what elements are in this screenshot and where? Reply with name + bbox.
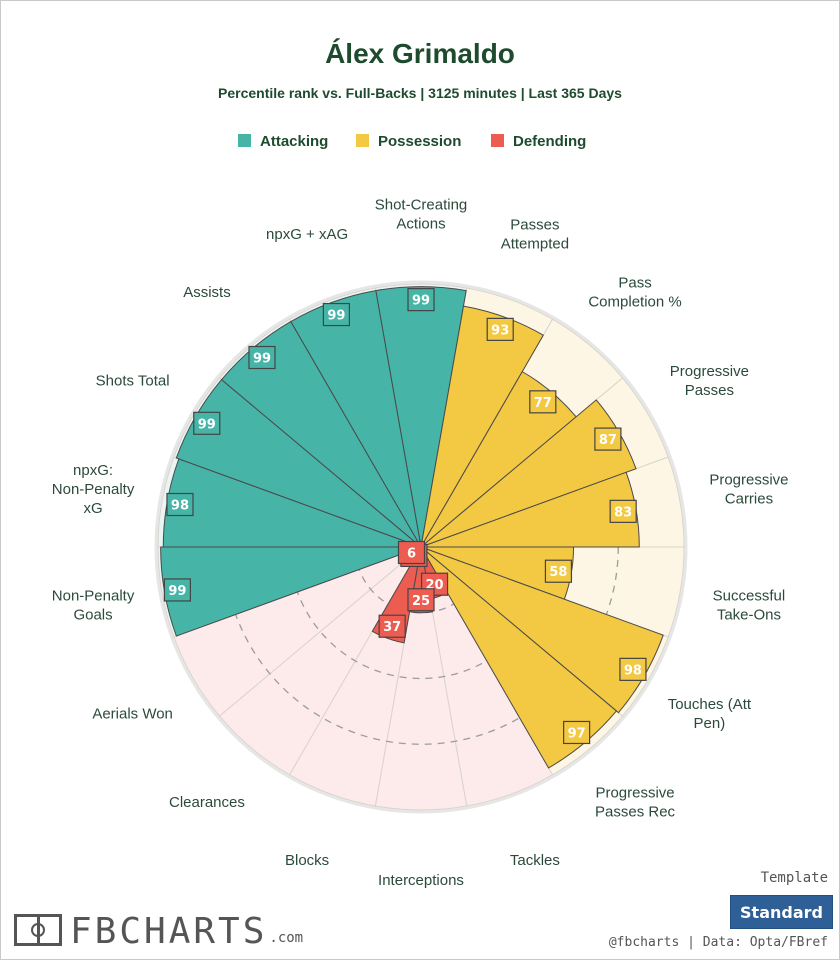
category-label-shots-total: Shots Total xyxy=(96,373,170,390)
value-badge-blocks: 37 xyxy=(378,614,406,638)
category-label-shot-creating-actions: Shot-Creating Actions xyxy=(375,197,468,233)
legend-swatch-attacking xyxy=(238,134,251,147)
value-badge-non-penalty-goals: 99 xyxy=(163,578,191,602)
value-badge-box xyxy=(193,411,221,435)
value-badge-npxg-xag: 99 xyxy=(322,302,350,327)
value-badge-successful-take-ons: 58 xyxy=(544,559,573,583)
category-label-passes-attempted: Passes Attempted xyxy=(501,217,569,253)
value-badge-box xyxy=(407,588,435,612)
category-label-touches-att-pen: Touches (Att Pen) xyxy=(668,696,752,732)
template-label: Template xyxy=(760,870,828,886)
value-label: 99 xyxy=(253,352,271,367)
value-badge-assists: 99 xyxy=(248,345,276,370)
category-label-tackles: Tackles xyxy=(510,852,560,869)
value-badge-box xyxy=(594,427,622,451)
legend-item-possession: Possession xyxy=(356,133,461,150)
pitch-icon xyxy=(14,914,62,946)
legend-label-defending: Defending xyxy=(513,133,586,150)
bar-npxg-xag xyxy=(290,290,422,548)
value-badge-touches-att-pen: 98 xyxy=(619,657,647,681)
value-badge-progressive-carries: 83 xyxy=(609,499,637,523)
value-label: 83 xyxy=(614,505,632,520)
value-badge-box xyxy=(529,390,557,414)
value-badge-box xyxy=(563,720,591,745)
value-label: 6 xyxy=(407,547,416,562)
category-label-progressive-passes-rec: Progressive Passes Rec xyxy=(595,785,676,821)
category-label-interceptions: Interceptions xyxy=(378,872,464,889)
value-label: 98 xyxy=(171,499,189,514)
value-label: 97 xyxy=(568,726,586,741)
value-label: 99 xyxy=(198,417,216,432)
category-label-clearances: Clearances xyxy=(169,794,245,811)
value-badge-npxg-non-penalty-xg: 98 xyxy=(166,492,194,517)
value-label: 99 xyxy=(168,584,186,599)
legend-swatch-defending xyxy=(491,134,504,147)
bar-passes-attempted xyxy=(420,305,544,548)
legend-label-possession: Possession xyxy=(378,133,461,150)
value-label: 98 xyxy=(624,663,642,678)
value-label: 99 xyxy=(327,309,345,324)
value-badge-passes-attempted: 93 xyxy=(486,317,514,341)
value-badge-box xyxy=(397,540,426,565)
brand-name: FBCHARTS xyxy=(70,911,268,952)
value-badge-box xyxy=(619,657,647,681)
value-badge-interceptions: 25 xyxy=(407,588,435,612)
legend-swatch-possession xyxy=(356,134,369,147)
chart-subtitle: Percentile rank vs. Full-Backs | 3125 mi… xyxy=(218,85,622,101)
value-badge-box xyxy=(166,492,194,517)
legend-item-attacking: Attacking xyxy=(238,133,328,150)
category-label-non-penalty-goals: Non-Penalty Goals xyxy=(52,587,135,623)
category-label-npxg-xag: npxG + xAG xyxy=(266,226,348,243)
value-label: 37 xyxy=(383,620,401,635)
value-badge-progressive-passes-rec: 97 xyxy=(563,720,591,745)
value-badge-shot-creating-actions: 99 xyxy=(407,288,435,312)
data-credit: @fbcharts | Data: Opta/FBref xyxy=(608,935,828,950)
value-label: 87 xyxy=(599,433,617,448)
legend-item-defending: Defending xyxy=(491,133,586,150)
value-label: 93 xyxy=(491,323,509,338)
category-label-pass-completion: Pass Completion % xyxy=(588,274,681,310)
outer-ring xyxy=(154,280,688,814)
legend-label-attacking: Attacking xyxy=(260,133,328,150)
value-badge-progressive-passes: 87 xyxy=(594,427,622,451)
value-badge-box xyxy=(163,578,191,602)
brand-logo: FBCHARTS .com xyxy=(14,908,303,952)
value-badge-box xyxy=(544,559,573,583)
value-badge-box xyxy=(378,614,406,638)
category-label-aerials-won: Aerials Won xyxy=(92,706,173,723)
template-standard-button[interactable]: Standard xyxy=(730,895,833,929)
category-label-assists: Assists xyxy=(183,284,231,301)
value-label: 77 xyxy=(534,396,552,411)
value-label: 99 xyxy=(412,294,430,309)
brand-suffix: .com xyxy=(269,930,304,946)
value-badge-shots-total: 99 xyxy=(193,411,221,435)
category-label-blocks: Blocks xyxy=(285,852,329,869)
value-badge-pass-completion: 77 xyxy=(529,390,557,414)
category-label-progressive-passes: Progressive Passes xyxy=(670,363,749,399)
category-label-npxg-non-penalty-xg: npxG: Non-Penalty xG xyxy=(52,462,135,517)
value-badge-box xyxy=(486,317,514,341)
value-label: 58 xyxy=(549,565,567,580)
category-label-progressive-carries: Progressive Carries xyxy=(709,472,788,508)
value-badge-box xyxy=(609,499,637,523)
value-label: 25 xyxy=(412,594,430,609)
chart-title: Álex Grimaldo xyxy=(325,38,515,69)
value-badge-aerials-won: 6 xyxy=(397,540,426,565)
value-badge-box xyxy=(322,302,350,327)
value-badge-box xyxy=(407,288,435,312)
category-label-successful-take-ons: Successful Take-Ons xyxy=(713,587,786,623)
value-badge-box xyxy=(248,345,276,370)
